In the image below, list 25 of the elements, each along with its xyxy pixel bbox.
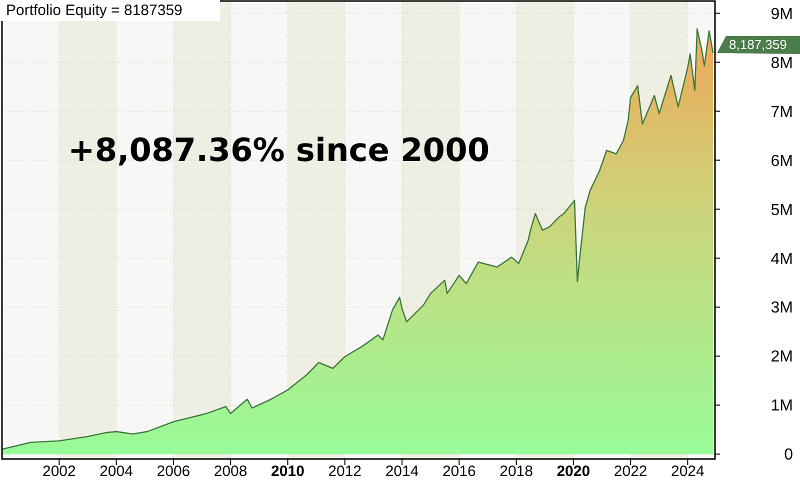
x-tick-label: 2008 — [214, 463, 248, 480]
y-tick-label: 4M — [770, 250, 793, 268]
x-tick-label: 2020 — [556, 463, 590, 480]
x-tick-label: 2006 — [156, 463, 190, 480]
y-tick-label: 0 — [784, 446, 794, 464]
y-tick-label: 8M — [770, 54, 793, 72]
text: 8,187,359 — [729, 37, 787, 52]
y-tick-label: 6M — [770, 152, 793, 170]
chart-title: Portfolio Equity = 8187359 — [6, 2, 182, 19]
x-tick-label: 2018 — [500, 463, 533, 480]
x-tick-label: 2014 — [385, 463, 419, 480]
y-tick-label: 3M — [770, 300, 793, 317]
x-tick-label: 2004 — [100, 463, 133, 480]
x-tick-label: 2024 — [671, 463, 704, 480]
y-tick-label: 5M — [770, 202, 793, 219]
y-tick-label: 9M — [770, 6, 793, 23]
y-tick-label: 2M — [770, 348, 793, 366]
x-tick-label: 2016 — [442, 463, 476, 480]
x-tick-label: 2002 — [42, 463, 76, 480]
y-tick-label: 1M — [770, 398, 793, 415]
x-tick-label: 2012 — [328, 463, 362, 480]
x-tick-label: 2022 — [614, 463, 648, 480]
x-tick-label: 2010 — [271, 463, 304, 480]
annotation: +8,087.36% since 2000 — [68, 131, 490, 169]
y-tick-label: 7M — [770, 104, 793, 121]
